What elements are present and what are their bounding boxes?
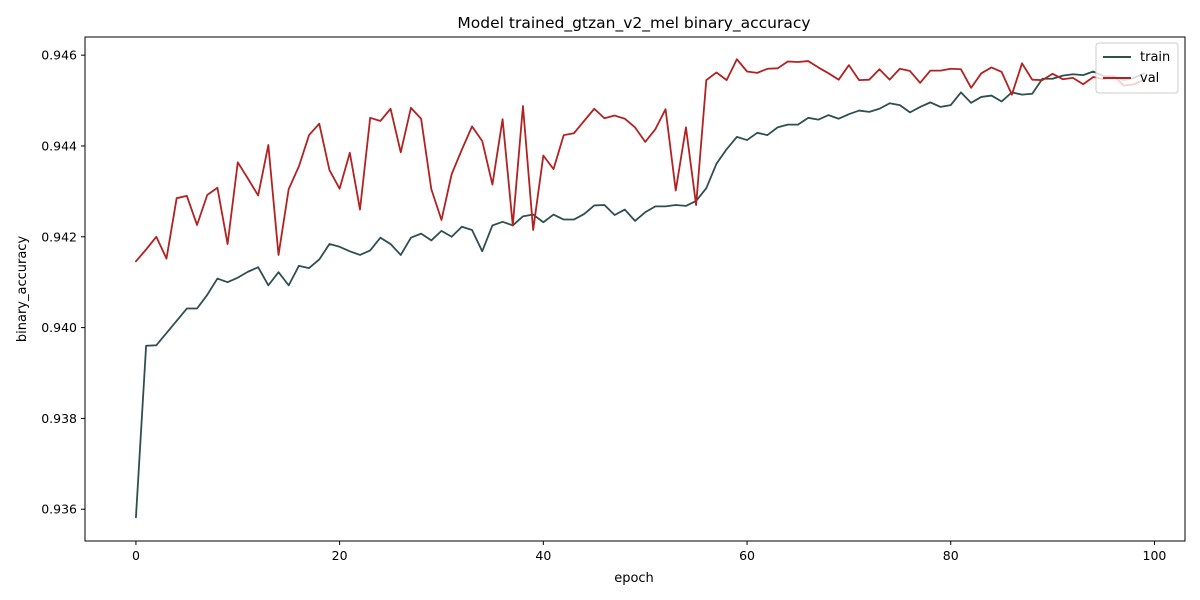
axes-frame xyxy=(84,36,1186,542)
y-tick-label: 0.940 xyxy=(41,320,77,335)
y-axis-label: binary_accuracy xyxy=(15,236,30,343)
legend: train val xyxy=(1095,42,1179,94)
y-tick-label: 0.936 xyxy=(41,502,77,517)
x-tick-label: 20 xyxy=(332,548,348,563)
x-tick-label: 80 xyxy=(943,548,959,563)
x-tick-label: 0 xyxy=(132,548,140,563)
y-axis: 0.936 0.938 0.940 0.942 0.944 0.946 xyxy=(41,48,85,517)
x-tick-label: 40 xyxy=(535,548,551,563)
y-tick-label: 0.942 xyxy=(41,229,77,244)
plot-area xyxy=(135,58,1146,519)
series-line-train xyxy=(135,70,1146,519)
chart-title: Model trained_gtzan_v2_mel binary_accura… xyxy=(457,14,810,33)
y-tick-label: 0.938 xyxy=(41,411,77,426)
legend-label-val: val xyxy=(1140,71,1159,86)
legend-box xyxy=(1095,42,1179,94)
legend-label-train: train xyxy=(1140,50,1170,65)
x-tick-label: 100 xyxy=(1143,548,1167,563)
series-line-val xyxy=(135,58,1146,263)
x-axis-label: epoch xyxy=(614,571,654,586)
y-tick-label: 0.944 xyxy=(41,138,77,153)
y-tick-label: 0.946 xyxy=(41,48,77,63)
x-axis: 0 20 40 60 80 100 xyxy=(132,541,1166,563)
x-tick-label: 60 xyxy=(739,548,755,563)
